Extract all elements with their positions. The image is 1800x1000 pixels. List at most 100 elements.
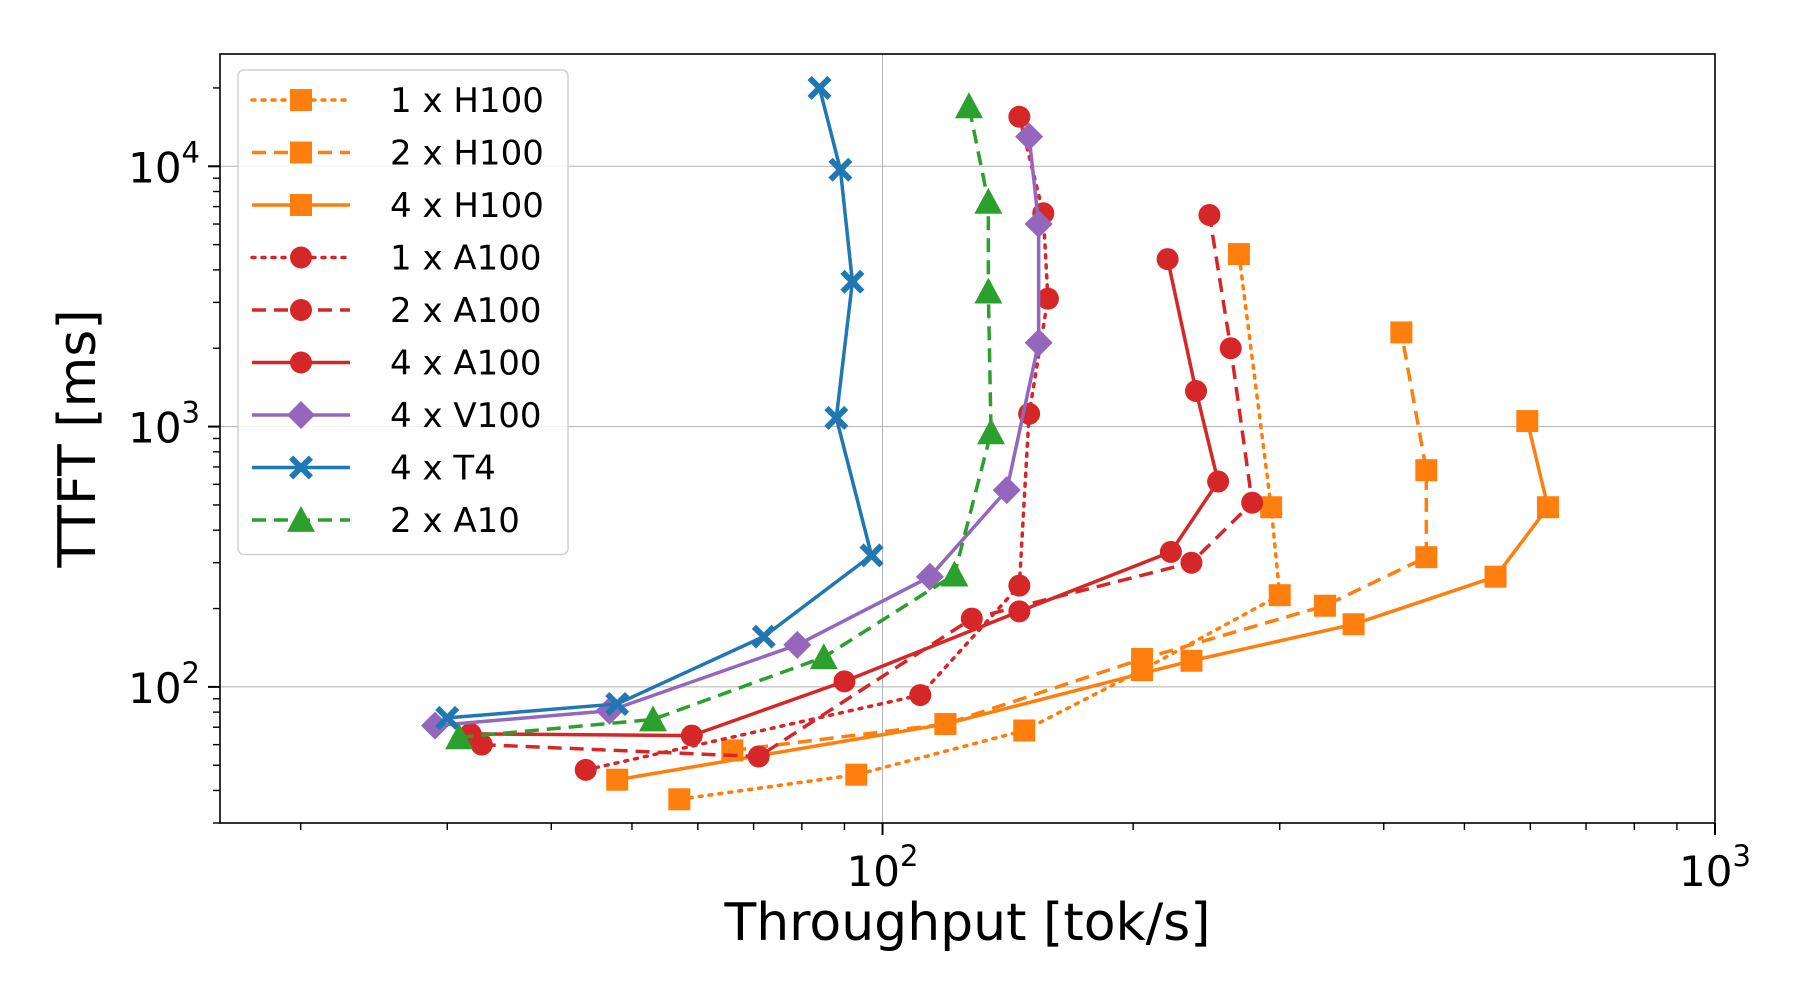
legend-marker: [290, 299, 312, 321]
data-point: [1227, 243, 1250, 266]
data-point: [1536, 496, 1559, 519]
y-tick-label: 104: [128, 135, 200, 192]
legend-marker: [289, 455, 313, 480]
data-point: [1180, 551, 1203, 574]
data-point: [992, 476, 1021, 505]
data-point: [1008, 105, 1031, 128]
data-point: [809, 643, 838, 670]
data-point: [1390, 321, 1413, 344]
series-1-x-h100: [668, 243, 1291, 811]
y-tick-base: 10: [128, 664, 181, 713]
legend-box: [237, 69, 569, 556]
series-2-x-a100: [470, 203, 1264, 768]
legend-marker: [290, 351, 312, 374]
data-point: [421, 711, 450, 740]
data-point: [1036, 287, 1059, 310]
data-point: [1207, 470, 1230, 493]
legend-marker: [290, 246, 312, 269]
y-tick-base: 10: [128, 143, 181, 192]
data-point: [445, 723, 474, 750]
data-point: [807, 75, 832, 100]
legend-item: 2 x A10: [252, 501, 520, 541]
y-tick-label: 102: [128, 656, 200, 713]
data-point: [1313, 594, 1336, 617]
data-point: [1131, 647, 1154, 670]
legend-label: 2 x A100: [390, 291, 542, 331]
series-line: [458, 105, 993, 740]
series-line: [470, 258, 1220, 738]
legend-item: 1 x A100: [250, 239, 542, 279]
legend-item: 4 x V100: [252, 396, 542, 436]
legend-marker: [290, 141, 312, 164]
data-point: [909, 684, 932, 707]
data-point: [1268, 584, 1291, 607]
data-point: [1342, 613, 1365, 636]
data-point: [1015, 122, 1044, 151]
series-2-x-a10: [445, 92, 1006, 750]
x-tick-label: 102: [847, 839, 919, 896]
data-point: [974, 187, 1003, 214]
data-point: [751, 624, 776, 649]
data-point: [974, 277, 1003, 304]
y-tick-label: 103: [128, 396, 200, 453]
data-point: [1159, 540, 1182, 563]
y-tick-exponent: 2: [182, 656, 200, 690]
legend-marker: [287, 401, 315, 429]
data-point: [639, 705, 668, 732]
data-point: [845, 763, 868, 786]
legend-label: 4 x A100: [390, 344, 542, 384]
data-point: [1415, 459, 1438, 482]
legend-marker: [290, 89, 312, 111]
data-point: [1260, 496, 1283, 519]
y-tick-exponent: 3: [182, 396, 200, 430]
legend-label: 4 x V100: [390, 396, 542, 436]
data-point: [783, 630, 812, 659]
legend-item: 4 x A100: [252, 344, 542, 384]
data-point: [1198, 203, 1221, 226]
legend-label: 4 x T4: [390, 449, 496, 489]
data-point: [1241, 491, 1264, 514]
x-axis-label: Throughput [tok/s]: [723, 893, 1210, 953]
legend-label: 1 x A100: [390, 239, 542, 279]
series-layer: [421, 75, 1559, 811]
series-line: [434, 136, 1041, 728]
data-point: [606, 768, 629, 791]
series-line: [447, 87, 874, 720]
data-point: [1484, 565, 1507, 588]
legend-item: 2 x A100: [252, 291, 542, 331]
data-point: [833, 670, 856, 693]
legend-item: 4 x T4: [252, 449, 496, 489]
data-point: [680, 724, 703, 747]
data-point: [747, 745, 770, 768]
data-point: [940, 560, 969, 587]
x-tick-exponent: 3: [1733, 839, 1751, 873]
data-point: [1180, 649, 1203, 672]
data-point: [954, 92, 983, 119]
series-4-x-t4: [435, 75, 884, 730]
legend: 1 x H100 2 x H100 4 x H100 1 x A100 2 x A100…: [237, 69, 569, 556]
data-point: [1219, 337, 1242, 360]
data-point: [859, 543, 884, 568]
legend-label: 2 x H100: [390, 134, 544, 174]
data-point: [1516, 410, 1539, 433]
data-point: [1415, 546, 1438, 569]
legend-label: 1 x H100: [390, 81, 544, 121]
legend-label: 4 x H100: [390, 186, 544, 226]
data-point: [1024, 328, 1053, 357]
data-point: [605, 691, 630, 716]
data-point: [840, 269, 865, 294]
series-4-x-h100: [606, 410, 1559, 791]
data-point: [574, 758, 597, 781]
data-point: [1013, 719, 1036, 742]
x-tick-label: 103: [1679, 839, 1751, 896]
data-point: [1024, 210, 1053, 239]
y-tick-base: 10: [128, 404, 181, 453]
data-point: [668, 788, 691, 811]
legend-item: 1 x H100: [250, 81, 544, 121]
data-point: [828, 157, 853, 182]
y-axis-label: TTFT [ms]: [48, 309, 108, 568]
data-point: [1156, 248, 1179, 271]
data-point: [435, 705, 460, 730]
